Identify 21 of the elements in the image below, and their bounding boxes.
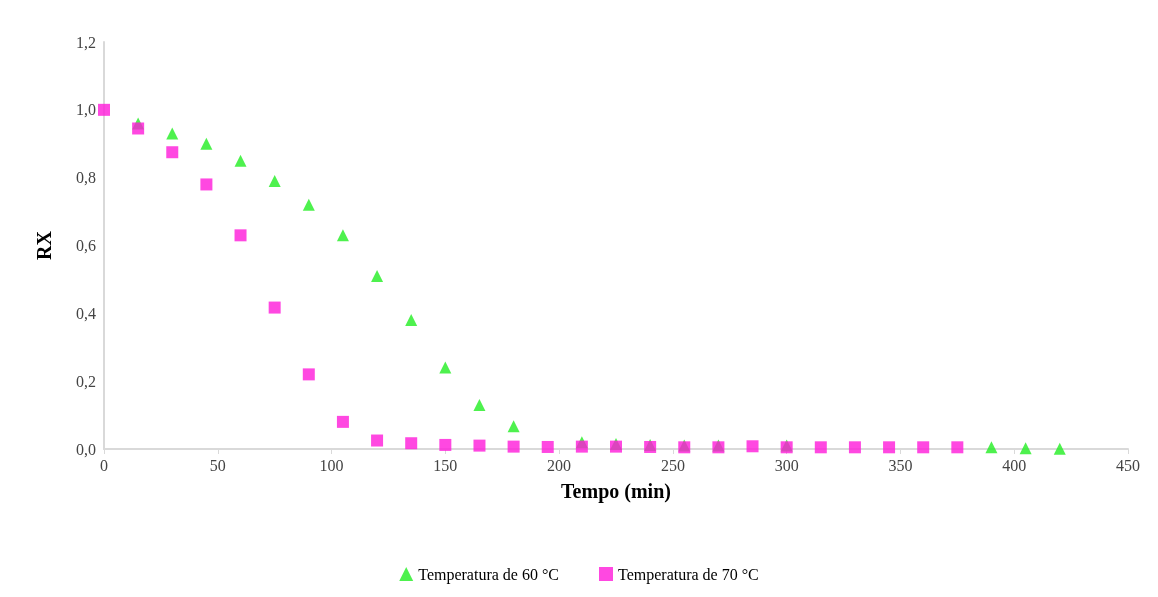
y-tick-label: 0,6 [76, 237, 96, 254]
x-tick-label: 200 [547, 456, 572, 474]
y-tick-label: 1,0 [76, 101, 96, 119]
x-tick-label: 450 [1116, 456, 1140, 474]
legend-label: Temperatura de 70 °C [618, 565, 759, 584]
x-tick-label: 350 [888, 456, 913, 474]
y-axis-title: RX [33, 230, 55, 260]
y-tick-label: 0,4 [76, 304, 96, 322]
x-tick-label: 50 [209, 456, 226, 474]
x-tick-label: 250 [660, 456, 685, 474]
x-tick-label: 400 [1002, 456, 1027, 474]
y-tick-label: 0,8 [76, 169, 96, 187]
y-tick-label: 0,2 [76, 372, 96, 390]
x-tick-label: 0 [100, 456, 108, 474]
y-tick-label: 0,0 [76, 440, 96, 458]
legend-label: Temperatura de 60 °C [418, 565, 559, 584]
x-axis-title: Tempo (min) [561, 480, 671, 503]
x-tick-label: 300 [774, 456, 799, 474]
y-tick-label: 1,2 [76, 33, 96, 51]
x-tick-label: 150 [433, 456, 458, 474]
x-tick-label: 100 [319, 456, 344, 474]
